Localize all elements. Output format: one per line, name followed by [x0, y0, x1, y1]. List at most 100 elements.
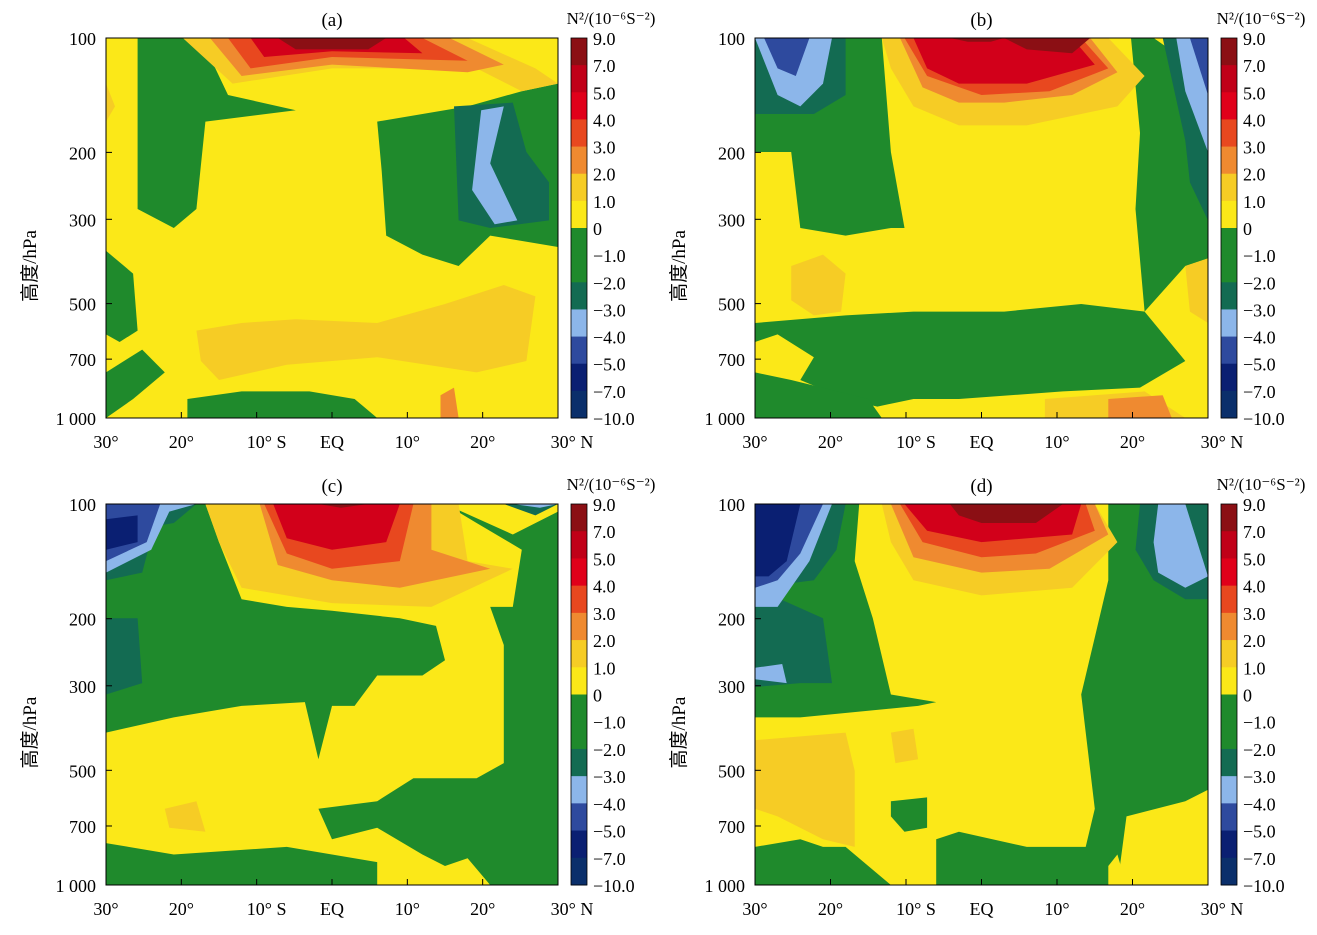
colorbar-swatch	[571, 558, 587, 587]
contour-region-lightblue	[1153, 504, 1208, 588]
colorbar-label: −1.0	[1243, 713, 1276, 733]
contour-region-green	[106, 349, 165, 418]
y-tick-label: 500	[69, 761, 96, 781]
panel-c: (c) 100 200 300 500 700 1 000 高度/hPa 30° 20° 10° S…	[19, 475, 655, 919]
x-tick-label: 10°	[1044, 899, 1069, 919]
contour-region-deepred	[1004, 38, 1091, 54]
x-tick-label: 20°	[169, 432, 194, 452]
contour-region-orange	[440, 387, 459, 418]
colorbar-label: 0	[593, 219, 602, 239]
colorbar-swatch	[1221, 363, 1237, 392]
colorbar-swatch	[1221, 282, 1237, 310]
colorbar-label: −2.0	[1243, 740, 1276, 760]
colorbar-label: 5.0	[593, 549, 616, 569]
contour-region-green	[755, 304, 1186, 407]
x-tick-label: 10° S	[896, 899, 936, 919]
colorbar-label: −5.0	[1243, 355, 1276, 375]
colorbar-title: N²/(10⁻⁶S⁻²)	[1217, 9, 1306, 28]
y-tick-label: 100	[718, 29, 745, 49]
colorbar-swatch	[1221, 721, 1237, 750]
contour-region-gold	[164, 801, 206, 832]
colorbar-swatch	[1221, 65, 1237, 93]
colorbar-swatch	[571, 776, 587, 804]
colorbar-swatch	[571, 200, 587, 229]
y-tick-label: 100	[69, 495, 96, 515]
colorbar-swatch	[1221, 92, 1237, 120]
colorbar-label: 9.0	[593, 29, 616, 49]
colorbar-label: 5.0	[593, 83, 616, 103]
contour-region-green	[106, 250, 138, 342]
colorbar-title: N²/(10⁻⁶S⁻²)	[567, 9, 656, 28]
colorbar-label: −1.0	[593, 713, 626, 733]
contour-region-gold	[890, 728, 919, 764]
colorbar-swatch	[571, 336, 587, 365]
colorbar-swatch	[1221, 38, 1237, 66]
x-tick-label: EQ	[970, 899, 994, 919]
colorbar-label: 5.0	[1243, 549, 1266, 569]
colorbar-label: −7.0	[593, 382, 626, 402]
y-tick-label: 200	[718, 143, 745, 163]
colorbar-label: 2.0	[1243, 165, 1266, 185]
contour-region-green	[106, 843, 378, 885]
contour-region-lightblue	[512, 504, 558, 508]
contour-region-green	[137, 38, 296, 228]
panel-d: (d) 100 200 300 500 700 1 000 高度/hPa 30° 20° 10° S…	[668, 475, 1305, 919]
colorbar-swatch	[571, 640, 587, 668]
colorbar-label: 1.0	[1243, 192, 1266, 212]
contour-region-gold	[755, 732, 855, 847]
contour-region-gold	[106, 83, 115, 122]
colorbar-label: −5.0	[593, 355, 626, 375]
colorbar-swatch	[571, 65, 587, 93]
y-tick-label: 700	[718, 350, 745, 370]
y-tick-label: 200	[718, 610, 745, 630]
y-tick-label: 700	[718, 817, 745, 837]
colorbar-swatch	[571, 694, 587, 723]
colorbar-swatch	[571, 309, 587, 338]
contour-region-gold	[196, 285, 536, 380]
contour-region-lightblue	[755, 664, 787, 684]
x-tick-label: 10°	[395, 899, 420, 919]
contour-region-navy	[106, 515, 138, 550]
colorbar-label: −4.0	[593, 328, 626, 348]
colorbar-label: 2.0	[593, 165, 616, 185]
colorbar-label: −4.0	[593, 794, 626, 814]
colorbar-label: −5.0	[1243, 822, 1276, 842]
contour-region-green	[106, 504, 445, 760]
colorbar-label: −4.0	[1243, 794, 1276, 814]
y-tick-label: 1 000	[56, 409, 97, 429]
colorbar-label: 7.0	[1243, 56, 1266, 76]
chart-title: (b)	[970, 10, 992, 31]
contour-region-green	[755, 839, 891, 885]
colorbar-label: −2.0	[1243, 273, 1276, 293]
colorbar-label: −10.0	[593, 409, 635, 429]
colorbar-label: 7.0	[593, 522, 616, 542]
contour-region-orange	[1108, 395, 1172, 418]
colorbar-label: 3.0	[593, 604, 616, 624]
colorbar-frame	[1220, 37, 1238, 419]
x-tick-label: 30° N	[1201, 899, 1244, 919]
colorbar-label: −2.0	[593, 740, 626, 760]
colorbar-swatch	[571, 803, 587, 832]
x-tick-label: 30°	[93, 899, 118, 919]
colorbar-swatch	[1221, 146, 1237, 175]
colorbar-title: N²/(10⁻⁶S⁻²)	[567, 475, 656, 494]
y-tick-label: 300	[69, 210, 96, 230]
y-tick-label: 200	[69, 610, 96, 630]
colorbar-swatch	[1221, 694, 1237, 723]
colorbar-label: −4.0	[1243, 328, 1276, 348]
contour-region-gold	[791, 254, 846, 316]
y-axis-label: 高度/hPa	[19, 230, 41, 302]
contour-field	[106, 38, 558, 418]
colorbar-swatch	[1221, 173, 1237, 202]
panel-a: (a) 100 200 300 500 700 1 000 高度/hPa 30° 20° 10° S…	[19, 9, 655, 452]
colorbar-swatch	[571, 282, 587, 310]
contour-region-green	[936, 504, 1208, 885]
colorbar-label: −3.0	[593, 767, 626, 787]
colorbar-label: 4.0	[593, 110, 616, 130]
colorbar-label: −2.0	[593, 273, 626, 293]
colorbar-label: 4.0	[593, 577, 616, 597]
contour-field	[755, 38, 1208, 418]
contour-region-teal	[106, 618, 143, 695]
y-axis-label: 高度/hPa	[19, 696, 41, 768]
